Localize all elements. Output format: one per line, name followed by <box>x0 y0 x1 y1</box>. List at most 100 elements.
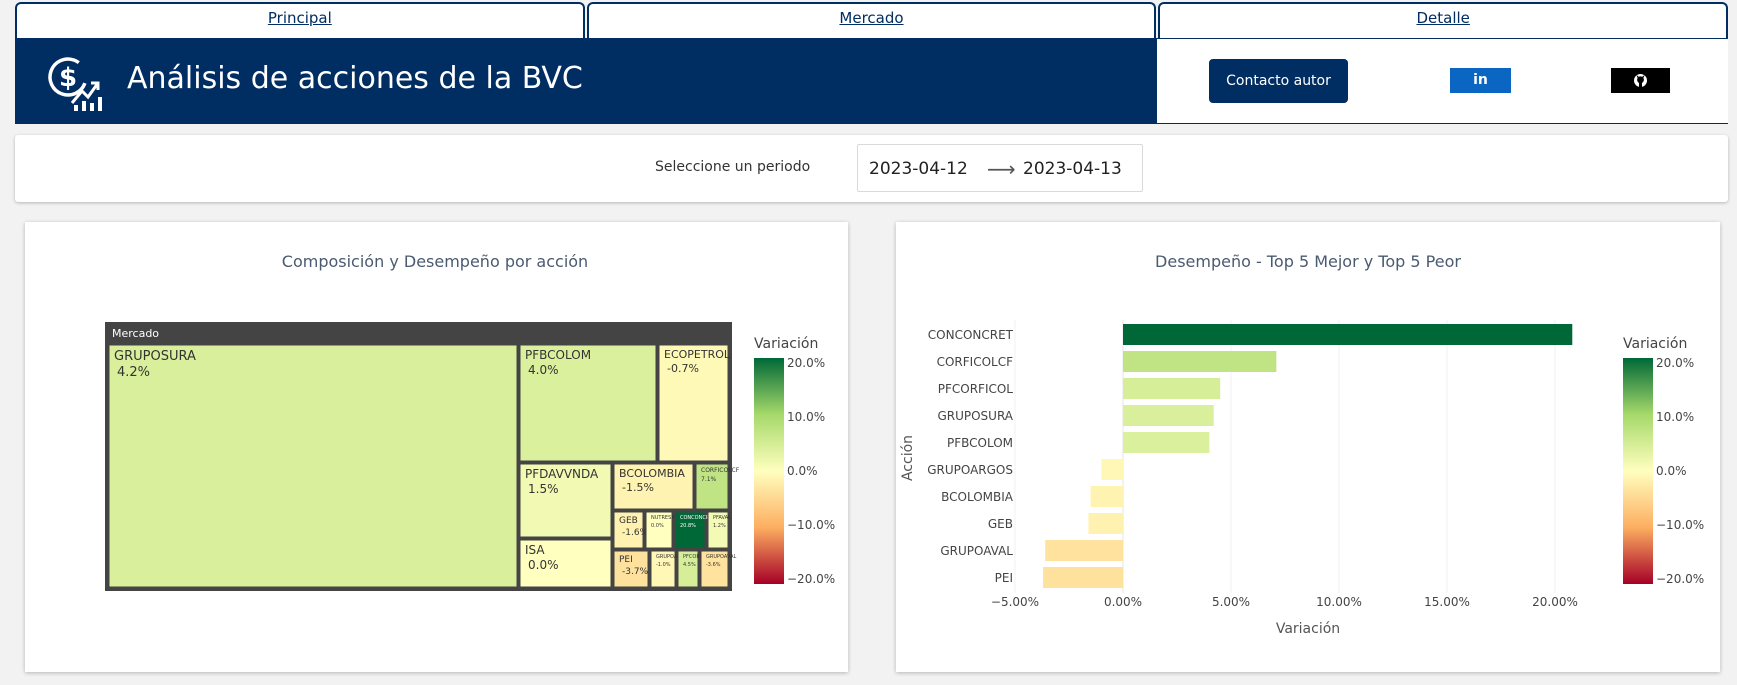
bar-bcolombia[interactable] <box>1090 486 1123 507</box>
header: $ Análisis de acciones de la BVC Contact… <box>15 38 1728 124</box>
bar-chart-title: Desempeño - Top 5 Mejor y Top 5 Peor <box>1155 252 1461 271</box>
treemap-tile-value: 0.0% <box>651 523 664 529</box>
treemap-tile-geb[interactable] <box>613 511 644 549</box>
treemap-tile-value: 4.2% <box>117 365 150 380</box>
treemap-tile-grupoaval[interactable] <box>700 550 729 588</box>
treemap-tile-label: GEB <box>619 516 638 526</box>
treemap-tile-gruposura[interactable] <box>108 344 518 588</box>
treemap-title: Composición y Desempeño por acción <box>282 252 588 271</box>
bar-geb[interactable] <box>1088 513 1123 534</box>
treemap-tile-nutresa[interactable] <box>645 511 673 549</box>
y-tick-label: GRUPOAVAL <box>940 544 1013 558</box>
tab-detalle[interactable]: Detalle <box>1158 2 1729 39</box>
bar-grupoargos[interactable] <box>1101 459 1123 480</box>
treemap-tile-label: GRUPOAVAL <box>706 554 736 560</box>
treemap-tile-pei[interactable] <box>613 550 649 588</box>
colorbar-tick-label: 20.0% <box>787 356 825 370</box>
treemap-tile-value: -3.7% <box>622 567 649 577</box>
treemap-tile-pfdavvnda[interactable] <box>519 463 612 538</box>
treemap-tile-value: 1.2% <box>713 523 726 529</box>
treemap-tile-label: ISA <box>525 543 545 557</box>
date-range-picker[interactable]: 2023-04-12 ⟶ 2023-04-13 <box>857 144 1143 192</box>
colorbar-tick-label: 0.0% <box>1656 464 1687 478</box>
tab-mercado[interactable]: Mercado <box>586 2 1157 39</box>
colorbar-tick-label: 20.0% <box>1656 356 1694 370</box>
tab-principal[interactable]: Principal <box>15 2 585 39</box>
svg-text:$: $ <box>59 63 77 93</box>
end-date-input[interactable]: 2023-04-13 <box>1023 159 1122 179</box>
header-actions: Contacto autor in <box>1157 39 1728 123</box>
treemap-tile-label: PFCORFICOL <box>683 554 715 560</box>
bar-chart-card: Desempeño - Top 5 Mejor y Top 5 Peor −5.0… <box>896 222 1720 672</box>
bar-pfcorficol[interactable] <box>1123 378 1221 399</box>
y-tick-label: GRUPOARGOS <box>927 463 1013 477</box>
treemap-tile-value: -1.0% <box>656 562 671 568</box>
y-tick-label: CONCONCRET <box>928 328 1014 342</box>
y-tick-label: GRUPOSURA <box>937 409 1013 423</box>
y-tick-label: PFBCOLOM <box>947 436 1013 450</box>
treemap-chart: Composición y Desempeño por acción Mercad… <box>105 252 835 591</box>
colorbar-tick-label: 10.0% <box>1656 410 1694 424</box>
y-axis-title: Acción <box>900 435 916 481</box>
contact-author-button[interactable]: Contacto autor <box>1209 59 1348 103</box>
colorbar <box>754 358 784 584</box>
treemap-tile-value: 20.8% <box>680 523 696 529</box>
header-banner: $ Análisis de acciones de la BVC <box>16 39 1157 123</box>
treemap-tile-bcolombia[interactable] <box>613 463 694 510</box>
treemap-tile-label: CONCONCRET <box>680 515 716 521</box>
treemap-tile-pfbcolom[interactable] <box>519 344 657 462</box>
colorbar-tick-label: 0.0% <box>787 464 818 478</box>
colorbar-tick-label: −20.0% <box>1656 572 1704 586</box>
treemap-tile-value: 7.1% <box>701 476 717 483</box>
y-tick-label: BCOLOMBIA <box>941 490 1014 504</box>
bar-grupoaval[interactable] <box>1045 540 1123 561</box>
github-button[interactable] <box>1611 68 1670 93</box>
period-label: Seleccione un periodo <box>655 159 811 175</box>
nav-tabs: Principal Mercado Detalle <box>15 2 1729 39</box>
colorbar <box>1623 358 1653 584</box>
bar-corficolcf[interactable] <box>1123 351 1277 372</box>
colorbar-tick-label: 10.0% <box>787 410 825 424</box>
treemap-tile-label: GRUPOARGOS <box>656 554 692 560</box>
treemap-tile-grupoargos[interactable] <box>650 550 676 588</box>
treemap-tile-value: 1.5% <box>528 482 559 496</box>
treemap-tile-label: PFBCOLOM <box>525 348 591 362</box>
x-tick-label: 20.00% <box>1532 595 1578 609</box>
treemap-tile-ecopetrol[interactable] <box>658 344 729 462</box>
bar-conconcret[interactable] <box>1123 324 1573 345</box>
colorbar-tick-label: −10.0% <box>1656 518 1704 532</box>
period-selector: Seleccione un periodo 2023-04-12 ⟶ 2023-… <box>15 135 1728 202</box>
treemap-tile-pfcorficol[interactable] <box>677 550 699 588</box>
x-tick-label: −5.00% <box>991 595 1039 609</box>
x-axis-title: Variación <box>1276 621 1340 637</box>
treemap-tile-value: -3.6% <box>706 562 721 568</box>
treemap-tile-value: 4.0% <box>528 363 559 377</box>
bar-gruposura[interactable] <box>1123 405 1214 426</box>
treemap-tile-label: PFAVAL <box>713 515 731 521</box>
treemap-tile-label: BCOLOMBIA <box>619 467 685 480</box>
treemap-tile-label: PFDAVVNDA <box>525 467 599 481</box>
bar-chart: Desempeño - Top 5 Mejor y Top 5 Peor −5.0… <box>900 252 1704 637</box>
stock-analysis-logo-icon: $ <box>48 57 102 111</box>
start-date-input[interactable]: 2023-04-12 <box>869 159 968 179</box>
treemap-tile-label: NUTRESA <box>651 515 675 521</box>
treemap-tile-isa[interactable] <box>519 539 612 588</box>
treemap-tile-label: PEI <box>619 555 633 565</box>
x-tick-label: 15.00% <box>1424 595 1470 609</box>
treemap-tile-value: 0.0% <box>528 558 559 572</box>
treemap-tile-corficolcf[interactable] <box>695 463 729 510</box>
page-title: Análisis de acciones de la BVC <box>127 61 583 96</box>
arrow-right-icon: ⟶ <box>987 157 1016 181</box>
colorbar-tick-label: −20.0% <box>787 572 835 586</box>
treemap-card: Composición y Desempeño por acción Mercad… <box>25 222 848 672</box>
treemap-tile-value: -1.6% <box>622 528 649 538</box>
colorbar-title: Variación <box>754 336 818 352</box>
bar-pei[interactable] <box>1043 567 1123 588</box>
colorbar-title: Variación <box>1623 336 1687 352</box>
treemap-tile-pfaval[interactable] <box>707 511 729 549</box>
linkedin-icon[interactable]: in <box>1450 68 1511 93</box>
treemap-tile-label: GRUPOSURA <box>114 349 196 364</box>
treemap-root-label: Mercado <box>112 327 159 340</box>
bar-pfbcolom[interactable] <box>1123 432 1210 453</box>
treemap-tile-conconcret[interactable] <box>674 511 706 549</box>
